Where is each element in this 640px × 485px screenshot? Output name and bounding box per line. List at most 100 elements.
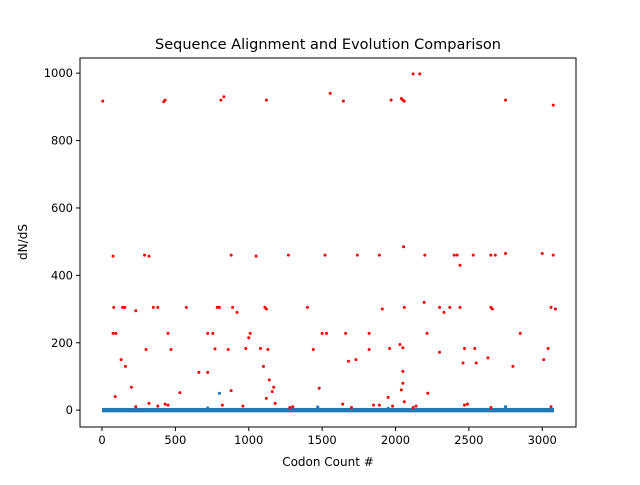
data-point [222, 95, 226, 99]
data-point [323, 253, 327, 257]
data-point [448, 305, 452, 309]
data-point [166, 331, 170, 335]
data-point [418, 72, 422, 76]
data-point [458, 263, 462, 267]
data-point [261, 364, 265, 368]
data-point [217, 305, 221, 309]
data-point [206, 331, 210, 335]
data-point [229, 253, 233, 257]
data-point [504, 251, 508, 255]
data-point [273, 401, 277, 405]
data-point [270, 390, 274, 394]
data-point [244, 346, 248, 350]
y-tick-label: 200 [51, 336, 73, 350]
data-point [426, 391, 430, 395]
data-point [504, 98, 508, 102]
data-point [147, 254, 151, 258]
baseline-point [386, 406, 390, 411]
data-point [231, 305, 235, 309]
data-point [465, 402, 469, 406]
data-point [461, 361, 465, 365]
data-point [247, 336, 251, 340]
data-point [305, 305, 309, 309]
data-point [184, 305, 188, 309]
data-point [391, 404, 395, 408]
data-point [371, 403, 375, 407]
data-point [123, 305, 127, 309]
data-point [489, 253, 493, 257]
data-point [101, 99, 105, 103]
x-tick-label: 1000 [234, 433, 263, 447]
data-point [144, 347, 148, 351]
data-point [291, 405, 295, 409]
data-point [473, 346, 477, 350]
data-point [438, 305, 442, 309]
data-point [367, 347, 371, 351]
baseline-point [316, 405, 320, 409]
y-tick-label: 1000 [44, 66, 73, 80]
data-point [542, 358, 546, 362]
data-point [143, 253, 147, 257]
data-point [380, 307, 384, 311]
data-point [134, 405, 138, 409]
data-point [123, 364, 127, 368]
data-point [402, 245, 406, 249]
y-tick-label: 600 [51, 201, 73, 215]
data-point [341, 402, 345, 406]
data-point [317, 386, 321, 390]
data-point [113, 395, 117, 399]
data-point [111, 254, 115, 258]
data-point [134, 309, 138, 313]
data-point [401, 369, 405, 373]
data-point [325, 331, 329, 335]
data-point [254, 254, 258, 258]
data-point [169, 347, 173, 351]
data-point [386, 395, 390, 399]
chart-title: Sequence Alignment and Evolution Compari… [155, 37, 501, 53]
data-point [311, 347, 315, 351]
data-point [220, 403, 224, 407]
data-point [389, 98, 393, 102]
data-point [272, 385, 276, 389]
data-point [422, 300, 426, 304]
data-point [553, 307, 557, 311]
baseline-point [217, 391, 222, 395]
data-point [398, 342, 402, 346]
data-point [286, 253, 290, 257]
data-point [258, 346, 262, 350]
highlight-series [101, 72, 557, 409]
data-point [377, 403, 381, 407]
data-point [147, 401, 151, 405]
baseline-point [503, 405, 508, 409]
y-tick-label: 400 [51, 268, 73, 282]
data-point [401, 346, 405, 350]
data-point [490, 307, 494, 311]
data-point [112, 305, 116, 309]
data-point [388, 346, 392, 350]
data-point [166, 403, 170, 407]
data-point [549, 405, 553, 409]
data-point [328, 91, 332, 95]
baseline-point [206, 406, 210, 410]
data-point [264, 396, 268, 400]
data-point [414, 404, 418, 408]
data-point [114, 331, 118, 335]
data-point [511, 364, 515, 368]
data-point [399, 388, 403, 392]
data-point [267, 378, 271, 382]
data-point [349, 405, 353, 409]
data-point [266, 347, 270, 351]
data-point [425, 331, 429, 335]
data-point [163, 402, 167, 406]
data-point [197, 370, 201, 374]
data-point [219, 98, 223, 102]
x-tick-label: 500 [164, 433, 186, 447]
data-point [288, 405, 292, 409]
data-point [341, 99, 345, 103]
data-point [119, 358, 123, 362]
data-point [423, 253, 427, 257]
x-tick-label: 2000 [381, 433, 410, 447]
data-point [241, 404, 245, 408]
data-point [474, 361, 478, 365]
